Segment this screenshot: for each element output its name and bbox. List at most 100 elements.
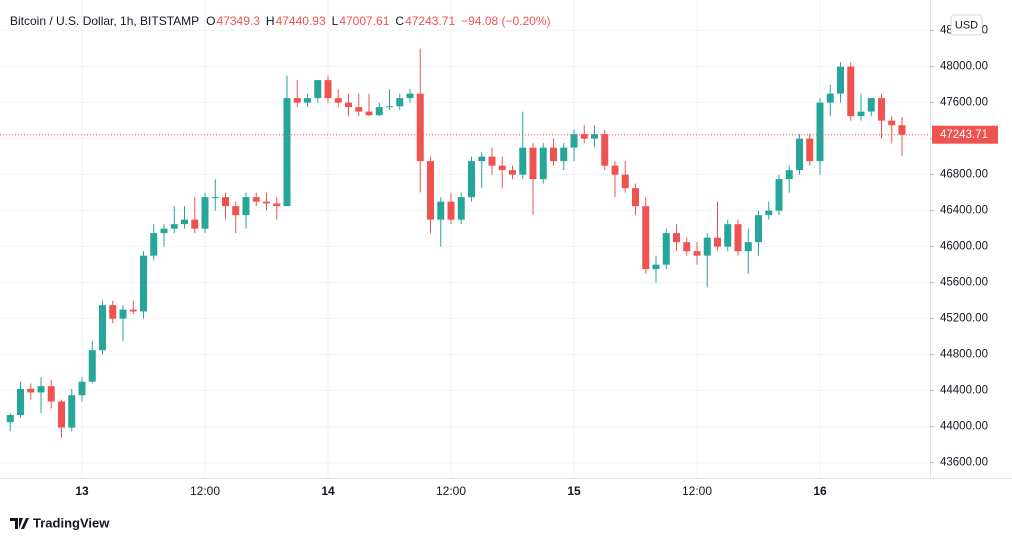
candle-body [539,147,547,180]
candle-body [304,98,311,103]
change: −94.08 (−0.20%) [461,14,550,28]
y-tick-label: 43600.00 [940,457,988,469]
candle-body [621,174,629,189]
candle-body [129,309,137,312]
axes: 43600.00 44000.00 44400.00 44800.00 45200.00… [0,25,998,498]
ohlc-key: O [206,14,215,28]
y-tick-label: 45200.00 [940,313,988,325]
candle-body [160,228,168,234]
candle-body [99,305,106,351]
candle-body [509,170,516,175]
candles [6,48,906,438]
candle-body [457,197,465,220]
candle-body [478,156,486,162]
price-label-box [932,125,998,144]
candle-body [201,197,209,229]
candle-body [468,161,475,198]
candle-body [898,125,906,135]
x-tick-label: 15 [567,484,581,498]
candle-body [252,197,260,202]
candle-body [68,395,76,428]
y-tick-label: 46000.00 [940,241,988,253]
candle-body [816,102,824,162]
candle-body [263,201,270,204]
candle-body [519,147,527,175]
x-tick-label: 16 [813,484,827,498]
candle-body [652,264,660,270]
ohlc-key: H [266,14,275,28]
logo-icon [10,518,29,529]
y-tick-label: 44800.00 [940,349,988,361]
candle-body [375,107,383,116]
y-tick-label: 44000.00 [940,421,988,433]
candle-body [673,233,680,243]
candle-body [283,98,291,207]
candle-body [744,242,752,252]
candle-body [345,102,352,108]
y-tick-label: 46400.00 [940,205,988,217]
candle-body [714,237,721,247]
ohlc-value: 47007.61 [339,14,389,28]
candle-body [314,80,322,99]
grid [0,0,930,478]
logo [10,518,29,529]
price-label: 47243.71 [940,129,988,141]
candle-body [140,255,147,312]
ohlc-value: 47349.3 [217,14,261,28]
candle-body [601,134,609,166]
candle-body [191,219,199,229]
candle-body [396,98,404,107]
y-tick-label: 46800.00 [940,169,988,181]
candle-body [6,414,14,423]
candle-body [703,237,711,256]
y-tick-label: 45600.00 [940,277,988,289]
candle-body [437,201,445,220]
candle-body [826,93,834,103]
candle-body [58,401,65,428]
candle-body [232,206,240,216]
candle-body [662,233,670,265]
x-tick-label: 14 [321,484,335,498]
candle-body [724,224,732,247]
candle-body [119,309,127,319]
candle-body [386,106,393,108]
candle-body [837,66,844,94]
candle-body [591,134,598,139]
y-tick-label: 44400.00 [940,385,988,397]
candle-body [365,111,373,116]
candle-body [693,251,701,256]
candle-body [78,381,86,396]
candle-body [88,350,96,382]
candle-body [181,219,188,225]
brand: TradingView [33,515,110,530]
candle-body [888,120,896,126]
candle-body [867,98,875,112]
candle-body [806,138,814,162]
candle-body [37,386,45,393]
candle-body [796,138,803,171]
candle-body [109,305,117,319]
currency: USD [955,19,978,31]
candle-body [765,210,773,216]
candle-body [334,98,342,103]
candle-body [560,147,568,162]
y-tick-label: 47600.00 [940,97,988,109]
candle-body [498,165,506,171]
candle-body [27,388,35,393]
currency-button[interactable] [950,14,983,36]
candle-body [47,386,55,402]
candle-body [211,197,219,199]
candle-body [150,233,158,256]
ohlc-value: 47243.71 [405,14,455,28]
candle-body [170,224,178,229]
candle-body [570,134,578,148]
ohlc-key: L [332,14,339,28]
candle-body [324,80,332,99]
candle-body [242,197,250,216]
candle-body [755,215,762,243]
x-tick-label: 12:00 [436,484,466,498]
y-tick-label: 48000.00 [940,61,988,73]
candle-body [734,224,742,252]
x-tick-label: 12:00 [682,484,712,498]
candle-body [416,93,424,162]
